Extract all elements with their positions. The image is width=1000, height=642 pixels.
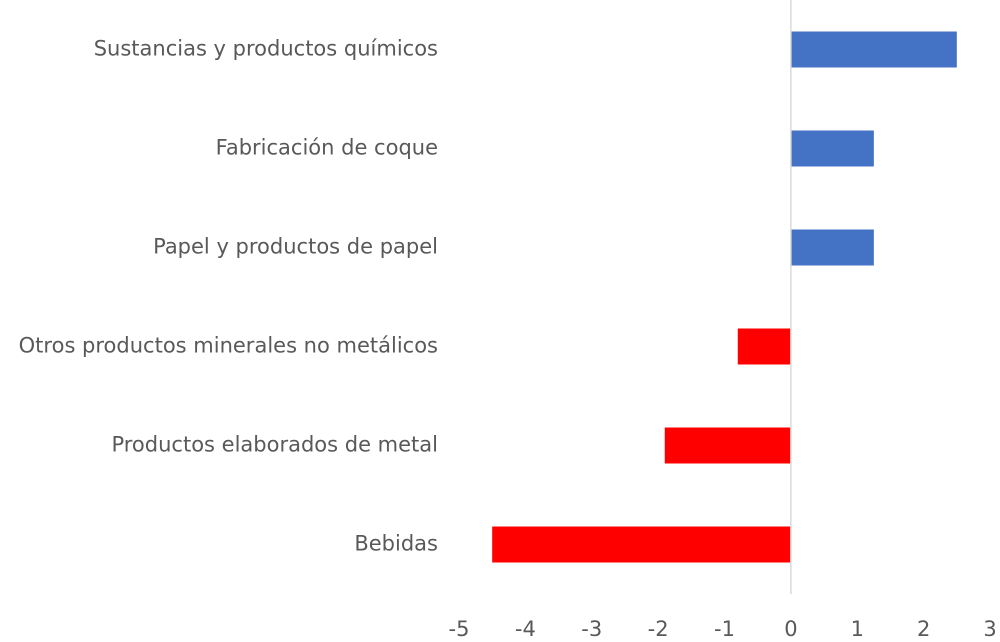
bar — [492, 526, 791, 563]
bar — [664, 427, 791, 464]
bar — [790, 229, 874, 266]
category-label: Bebidas — [354, 532, 438, 556]
x-tick-label: -4 — [515, 617, 536, 641]
category-label: Otros productos minerales no metálicos — [19, 334, 438, 358]
category-label: Papel y productos de papel — [153, 235, 438, 259]
bars-group — [492, 31, 957, 563]
x-axis-tick-labels: -5 -4 -3 -2 -1 0 1 2 3 — [449, 617, 997, 641]
x-tick-label: -3 — [581, 617, 602, 641]
x-tick-label: -1 — [714, 617, 735, 641]
x-tick-label: 1 — [851, 617, 864, 641]
x-tick-label: -5 — [449, 617, 470, 641]
x-tick-label: 3 — [983, 617, 996, 641]
x-tick-label: 0 — [784, 617, 797, 641]
bar — [737, 328, 791, 365]
category-label: Sustancias y productos químicos — [94, 37, 438, 61]
bar — [790, 130, 874, 167]
category-label: Fabricación de coque — [216, 136, 438, 160]
x-tick-label: -2 — [648, 617, 669, 641]
bar — [790, 31, 957, 68]
category-labels: Sustancias y productos químicos Fabricaci… — [19, 37, 438, 556]
category-label: Productos elaborados de metal — [111, 433, 438, 457]
x-tick-label: 2 — [917, 617, 930, 641]
